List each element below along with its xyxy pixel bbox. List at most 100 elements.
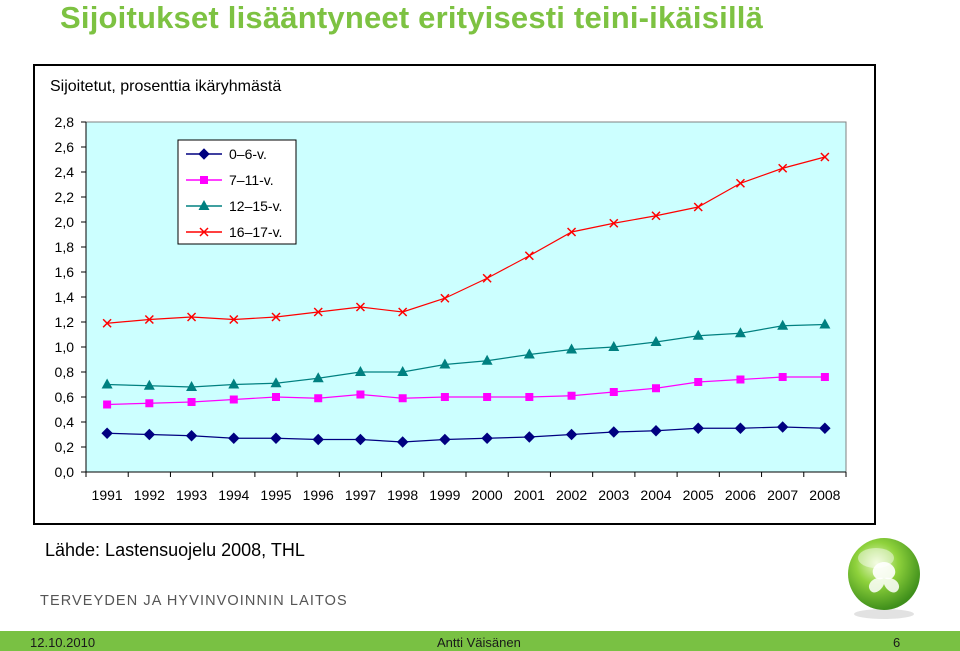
data-point-series-0 <box>692 422 704 434</box>
data-point-series-1 <box>314 394 323 403</box>
data-point-series-3 <box>651 211 661 221</box>
data-point-series-0 <box>523 431 536 443</box>
x-tick-label: 2008 <box>809 487 840 503</box>
data-point-series-2 <box>143 379 155 390</box>
legend-label: 12–15-v. <box>229 198 282 214</box>
x-tick-label: 2005 <box>683 487 714 503</box>
thl-sphere-logo-icon <box>848 538 920 619</box>
x-tick-label: 2006 <box>725 487 756 503</box>
x-tick-label: 2003 <box>598 487 629 503</box>
data-point-series-1 <box>229 395 238 404</box>
series-line-3 <box>107 156 826 324</box>
data-point-series-1 <box>609 388 618 396</box>
data-point-series-2 <box>777 319 789 330</box>
data-point-series-0 <box>565 428 578 441</box>
footer-bar: 12.10.2010 Antti Väisänen 6 <box>0 631 960 651</box>
footer-page-number: 6 <box>893 635 901 650</box>
data-point-series-3 <box>355 302 365 312</box>
data-point-series-2 <box>228 378 240 389</box>
footer-date: 12.10.2010 <box>30 635 96 650</box>
organization-name: TERVEYDEN JA HYVINVOINNIN LAITOS <box>40 593 348 609</box>
slide-title: Sijoitukset lisääntyneet erityisesti tei… <box>60 0 764 35</box>
y-tick-label: 2,4 <box>55 164 75 180</box>
x-tick-label: 1992 <box>134 487 165 503</box>
data-point-series-3 <box>440 293 450 303</box>
data-point-series-2 <box>186 381 198 391</box>
data-point-series-0 <box>312 433 324 446</box>
data-point-series-1 <box>483 393 492 401</box>
y-tick-label: 2,6 <box>55 139 75 155</box>
data-point-series-1 <box>652 384 660 393</box>
data-point-series-3 <box>229 314 239 325</box>
series-line-1 <box>107 376 825 406</box>
y-tick-label: 2,8 <box>55 114 75 130</box>
x-tick-label: 2007 <box>767 487 798 503</box>
data-point-series-0 <box>143 428 156 441</box>
data-point-series-2 <box>819 318 831 329</box>
data-point-series-2 <box>523 348 535 359</box>
data-point-series-1 <box>694 378 703 386</box>
data-point-series-1 <box>778 373 787 381</box>
data-point-series-1 <box>525 393 534 401</box>
data-point-series-2 <box>397 366 409 376</box>
legend-swatch-marker <box>198 148 210 160</box>
x-tick-label: 2001 <box>514 487 545 503</box>
data-point-series-1 <box>272 393 280 401</box>
y-tick-label: 1,2 <box>55 314 75 330</box>
data-point-series-2 <box>481 354 493 365</box>
x-tick-label: 1991 <box>92 487 123 503</box>
data-point-series-0 <box>439 433 451 446</box>
data-point-series-0 <box>819 422 831 434</box>
legend-label: 0–6-v. <box>229 146 267 162</box>
data-point-series-2 <box>270 377 282 388</box>
data-point-series-3 <box>693 202 703 212</box>
data-point-series-0 <box>650 425 662 437</box>
data-point-series-1 <box>440 393 449 401</box>
data-point-series-0 <box>185 430 198 442</box>
x-tick-label: 1995 <box>260 487 291 503</box>
data-point-series-1 <box>103 400 112 409</box>
data-point-series-3 <box>778 163 788 173</box>
data-point-series-0 <box>354 433 367 446</box>
data-point-series-2 <box>312 372 324 383</box>
source-note: Lähde: Lastensuojelu 2008, THL <box>45 540 305 560</box>
data-point-series-3 <box>567 227 577 237</box>
data-point-series-3 <box>398 307 408 317</box>
data-point-series-3 <box>524 251 534 261</box>
x-tick-label: 1999 <box>429 487 460 503</box>
data-point-series-2 <box>692 329 704 340</box>
x-tick-label: 2004 <box>640 487 671 503</box>
y-tick-label: 1,4 <box>55 289 75 305</box>
data-point-series-3 <box>144 314 154 325</box>
y-tick-label: 2,0 <box>55 214 75 230</box>
data-point-series-2 <box>439 358 451 369</box>
data-point-series-3 <box>187 312 197 322</box>
data-point-series-1 <box>820 373 829 381</box>
y-tick-label: 2,2 <box>55 189 75 205</box>
chart-title: Sijoitetut, prosenttia ikäryhmästä <box>50 78 282 95</box>
series-line-2 <box>107 323 825 388</box>
x-tick-label: 2000 <box>472 487 503 503</box>
y-tick-label: 0,6 <box>55 389 75 405</box>
series-line-0 <box>107 426 825 443</box>
legend-box <box>177 139 297 245</box>
legend-swatch-marker <box>199 227 209 237</box>
data-point-series-0 <box>734 422 747 434</box>
legend-swatch-marker <box>200 176 208 184</box>
data-point-series-3 <box>735 178 745 188</box>
legend-label: 7–11-v. <box>229 172 274 188</box>
footer-author: Antti Väisänen <box>437 635 521 650</box>
y-tick-label: 1,0 <box>55 339 75 355</box>
y-tick-label: 1,8 <box>55 239 75 255</box>
data-point-series-0 <box>228 432 240 444</box>
data-point-series-0 <box>608 426 620 438</box>
y-tick-label: 1,6 <box>55 264 75 280</box>
data-point-series-1 <box>145 399 154 408</box>
data-point-series-2 <box>354 366 366 376</box>
data-point-series-3 <box>313 307 323 317</box>
x-tick-label: 1998 <box>387 487 418 503</box>
data-point-series-3 <box>820 152 830 162</box>
data-point-series-3 <box>271 312 281 322</box>
data-point-series-0 <box>481 432 493 444</box>
